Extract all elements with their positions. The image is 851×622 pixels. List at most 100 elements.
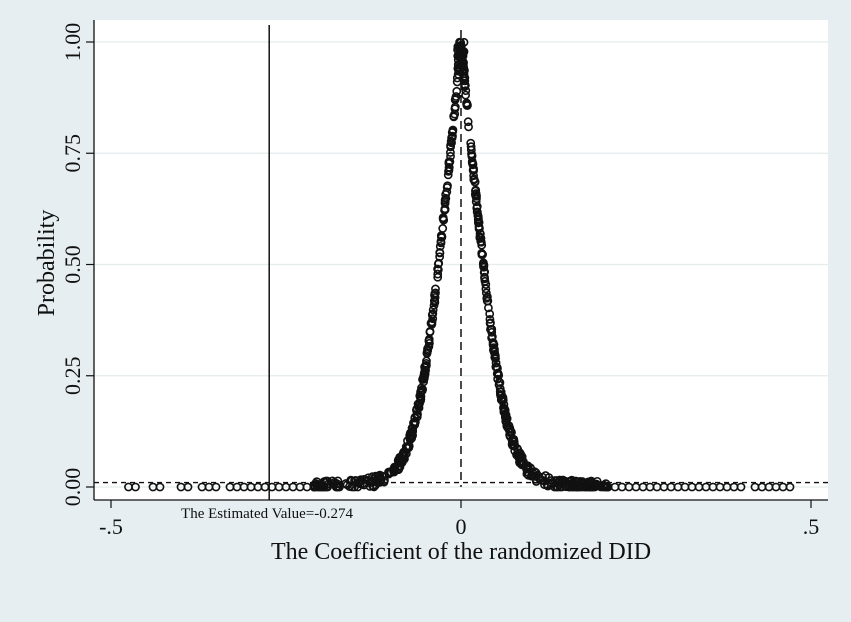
data-point [332, 479, 342, 489]
data-point [555, 482, 565, 492]
data-point [211, 482, 221, 492]
data-point [183, 482, 193, 492]
data-point [433, 272, 443, 282]
data-point [464, 122, 473, 132]
data-point [449, 112, 459, 122]
data-point [456, 53, 466, 63]
data-point [475, 232, 485, 242]
y-tick-label: 0.50 [60, 245, 85, 284]
data-point [406, 428, 415, 438]
data-point [475, 228, 485, 238]
data-point [429, 300, 439, 310]
data-point [434, 258, 444, 268]
data-point [588, 482, 598, 492]
data-point [461, 90, 471, 100]
data-point [473, 212, 483, 222]
data-point [466, 142, 476, 152]
data-point [485, 314, 495, 324]
data-point [463, 117, 473, 127]
data-point [448, 125, 458, 135]
data-point [469, 175, 479, 184]
data-point [390, 462, 399, 472]
data-point [476, 237, 486, 247]
data-point [478, 250, 488, 259]
data-point [472, 202, 482, 211]
data-point [396, 456, 406, 466]
data-point [375, 470, 385, 480]
data-point [427, 320, 437, 329]
data-point [505, 430, 514, 440]
x-axis-title: The Coefficient of the randomized DID [271, 539, 651, 565]
data-point [481, 280, 491, 289]
data-point [483, 292, 492, 302]
data-point [578, 481, 588, 491]
data-point [439, 215, 449, 225]
data-point [462, 99, 472, 109]
data-point [316, 482, 326, 492]
data-point [430, 296, 440, 305]
data-point [407, 432, 417, 442]
data-point [433, 269, 443, 279]
data-point [586, 476, 596, 486]
data-point [479, 262, 488, 271]
data-point [441, 193, 451, 203]
data-point [481, 288, 491, 298]
data-point [371, 480, 381, 490]
data-point [523, 467, 533, 477]
data-point [485, 309, 495, 319]
data-point [155, 482, 165, 492]
data-point [461, 86, 471, 96]
data-point [494, 377, 504, 387]
data-point [404, 443, 414, 453]
data-point [450, 104, 460, 114]
annotation-estimated-value: The Estimated Value=-0.274 [181, 506, 353, 522]
data-point [412, 410, 422, 420]
data-point [529, 471, 538, 481]
y-tick-label: 0.25 [60, 357, 85, 396]
data-point [572, 477, 582, 487]
data-point [435, 248, 445, 257]
data-point [443, 170, 453, 180]
data-point [443, 181, 452, 191]
y-tick-label: 0.00 [60, 468, 85, 507]
data-point [499, 400, 509, 409]
data-point [454, 43, 464, 52]
data-point [473, 218, 483, 228]
data-point [471, 185, 481, 195]
axes [86, 20, 828, 508]
data-point [785, 482, 795, 492]
data-point [451, 92, 461, 101]
data-point [492, 362, 502, 372]
data-point [413, 399, 423, 409]
data-point [467, 151, 477, 161]
data-point [345, 482, 354, 491]
data-point [540, 480, 549, 490]
data-point [485, 319, 495, 328]
tick-labels: 0.00 0.25 0.50 0.75 1.00 -.5 0 .5 [60, 23, 819, 539]
data-point [488, 338, 498, 347]
data-point [496, 387, 506, 397]
data-point [458, 49, 467, 58]
data-point [444, 159, 454, 168]
data-point [551, 482, 561, 492]
data-point [428, 309, 438, 319]
data-point [431, 284, 440, 294]
x-tick-label: .5 [803, 514, 820, 539]
y-tick-label: 1.00 [60, 23, 85, 62]
data-point [437, 233, 446, 242]
y-tick-label: 0.75 [60, 134, 85, 173]
data-point [389, 467, 399, 477]
data-point [501, 417, 511, 427]
data-point [456, 38, 466, 48]
data-point [502, 421, 512, 431]
data-point [466, 145, 476, 155]
data-point [553, 477, 563, 487]
data-point [481, 284, 491, 294]
data-point [491, 358, 501, 368]
data-point [479, 258, 488, 268]
data-point [446, 140, 455, 150]
data-point [417, 383, 426, 393]
data-point [441, 190, 451, 199]
data-point [566, 479, 576, 488]
